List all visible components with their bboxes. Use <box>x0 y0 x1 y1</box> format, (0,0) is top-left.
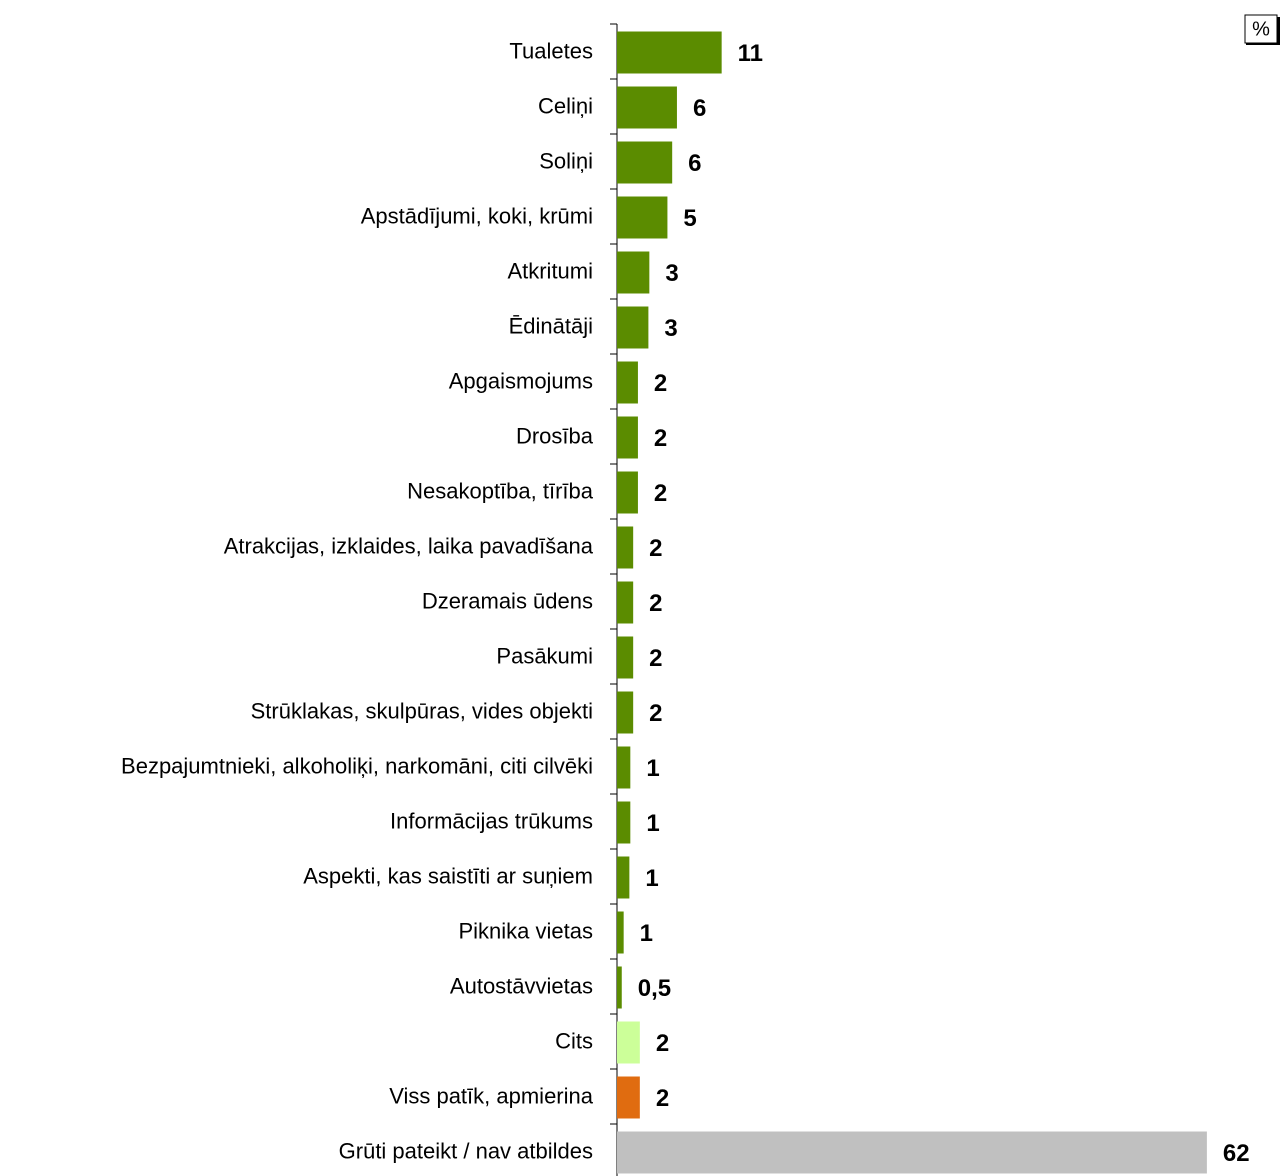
category-label: Tualetes <box>509 38 593 63</box>
value-label: 0,5 <box>638 975 671 1002</box>
category-label: Ēdinātāji <box>509 313 593 338</box>
bar <box>617 1076 640 1119</box>
value-label: 2 <box>649 535 662 562</box>
category-label: Dzeramais ūdens <box>422 588 593 613</box>
category-label: Cits <box>555 1028 593 1053</box>
bar <box>617 691 634 734</box>
value-label: 6 <box>693 95 706 122</box>
value-label: 11 <box>738 40 763 67</box>
value-label: 2 <box>656 1030 669 1057</box>
category-label: Grūti pateikt / nav atbildes <box>339 1138 593 1163</box>
category-label: Informācijas trūkums <box>390 808 593 833</box>
value-label: 62 <box>1223 1140 1250 1167</box>
bar <box>617 1131 1207 1174</box>
value-label: 3 <box>664 315 677 342</box>
category-label: Atrakcijas, izklaides, laika pavadīšana <box>224 533 594 558</box>
value-label: 2 <box>649 700 662 727</box>
value-label: 2 <box>649 590 662 617</box>
value-label: 1 <box>640 920 653 947</box>
category-label: Pasākumi <box>496 643 593 668</box>
bar <box>617 1021 640 1064</box>
value-label: 2 <box>654 480 667 507</box>
category-label: Strūklakas, skulpūras, vides objekti <box>251 698 593 723</box>
category-label: Celiņi <box>538 93 593 118</box>
bar <box>617 416 638 459</box>
bar <box>617 856 630 899</box>
bar <box>617 581 634 624</box>
value-label: 6 <box>688 150 701 177</box>
value-label: 1 <box>646 810 659 837</box>
bar <box>617 746 631 789</box>
bar <box>617 911 624 954</box>
value-label: 2 <box>656 1085 669 1112</box>
bar <box>617 361 638 404</box>
category-label: Drosība <box>516 423 594 448</box>
value-label: 2 <box>654 425 667 452</box>
category-label: Viss patīk, apmierina <box>389 1083 594 1108</box>
bar <box>617 966 622 1009</box>
bar <box>617 196 668 239</box>
bar <box>617 306 649 349</box>
category-label: Atkritumi <box>507 258 593 283</box>
bar <box>617 86 677 129</box>
bar <box>617 251 650 294</box>
bar <box>617 31 722 74</box>
category-label: Autostāvvietas <box>450 973 593 998</box>
value-label: 2 <box>654 370 667 397</box>
unit-box <box>1244 14 1278 44</box>
category-label: Bezpajumtnieki, alkoholiķi, narkomāni, c… <box>121 753 593 778</box>
value-label: 3 <box>665 260 678 287</box>
value-label: 5 <box>683 205 696 232</box>
bar <box>617 526 634 569</box>
category-label: Nesakoptība, tīrība <box>407 478 594 503</box>
value-label: 1 <box>646 755 659 782</box>
bar <box>617 801 631 844</box>
bar <box>617 141 673 184</box>
bar <box>617 471 638 514</box>
value-label: 2 <box>649 645 662 672</box>
category-label: Soliņi <box>539 148 593 173</box>
bar <box>617 636 634 679</box>
value-label: 1 <box>645 865 658 892</box>
unit-label: % <box>1252 18 1270 40</box>
category-label: Aspekti, kas saistīti ar suņiem <box>303 863 593 888</box>
category-label: Apstādījumi, koki, krūmi <box>361 203 593 228</box>
category-label: Piknika vietas <box>458 918 593 943</box>
category-label: Apgaismojums <box>449 368 593 393</box>
